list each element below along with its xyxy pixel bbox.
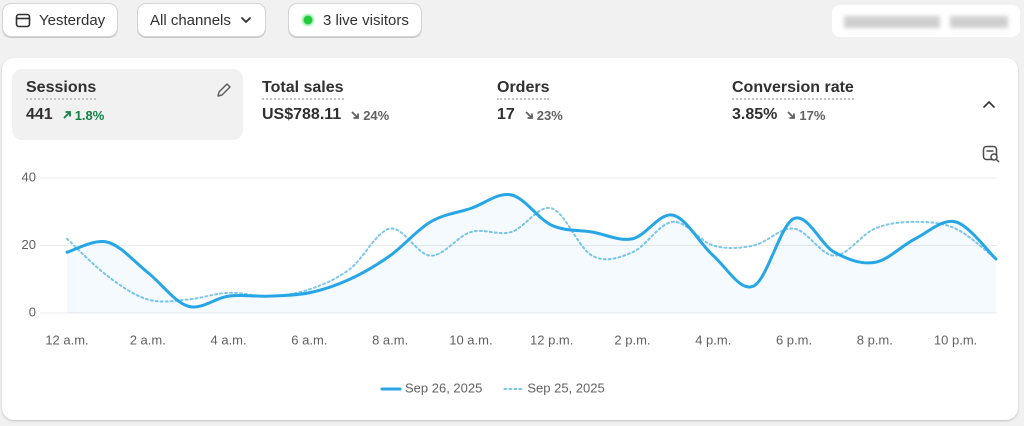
metric-change: 17% [785, 108, 825, 123]
metric-tile[interactable]: Sessions 441 1.8% [12, 69, 243, 140]
channel-label: All channels [150, 11, 231, 29]
channel-button[interactable]: All channels [137, 3, 266, 37]
metric-label: Conversion rate [732, 79, 854, 100]
metric-change: 23% [523, 108, 563, 123]
calendar-icon [15, 13, 31, 28]
metric-tile[interactable]: Total sales US$788.11 24% [248, 69, 479, 140]
date-label: Yesterday [39, 11, 106, 29]
date-button[interactable]: Yesterday [2, 3, 119, 37]
metric-label: Orders [497, 79, 550, 100]
change-text: 24% [363, 107, 390, 123]
metric-change: 1.8% [61, 107, 105, 123]
live-dot [301, 13, 315, 27]
live-visitors-button[interactable]: 3 live visitors [288, 3, 422, 37]
change-text: 23% [536, 107, 563, 123]
edit-icon[interactable] [215, 81, 233, 99]
metric-label: Sessions [26, 79, 97, 100]
metric-tile[interactable]: Orders 17 23% [483, 69, 714, 140]
metric-label: Total sales [262, 79, 344, 100]
insights-icon[interactable] [981, 144, 1001, 164]
metric-value: 3.85% [732, 106, 778, 123]
metric-value: 441 [26, 106, 53, 123]
change-text: 1.8% [74, 107, 105, 123]
metric-change: 24% [349, 108, 389, 123]
live-label: 3 live visitors [323, 11, 409, 29]
metric-value: 17 [497, 106, 515, 123]
chevron-down-icon [240, 17, 251, 23]
change-text: 17% [799, 107, 826, 123]
blurred-field [832, 5, 1020, 37]
metric-value: US$788.11 [262, 106, 342, 123]
collapse-icon[interactable] [981, 97, 997, 113]
metric-tile[interactable]: Conversion rate 3.85% 17% [718, 69, 949, 140]
